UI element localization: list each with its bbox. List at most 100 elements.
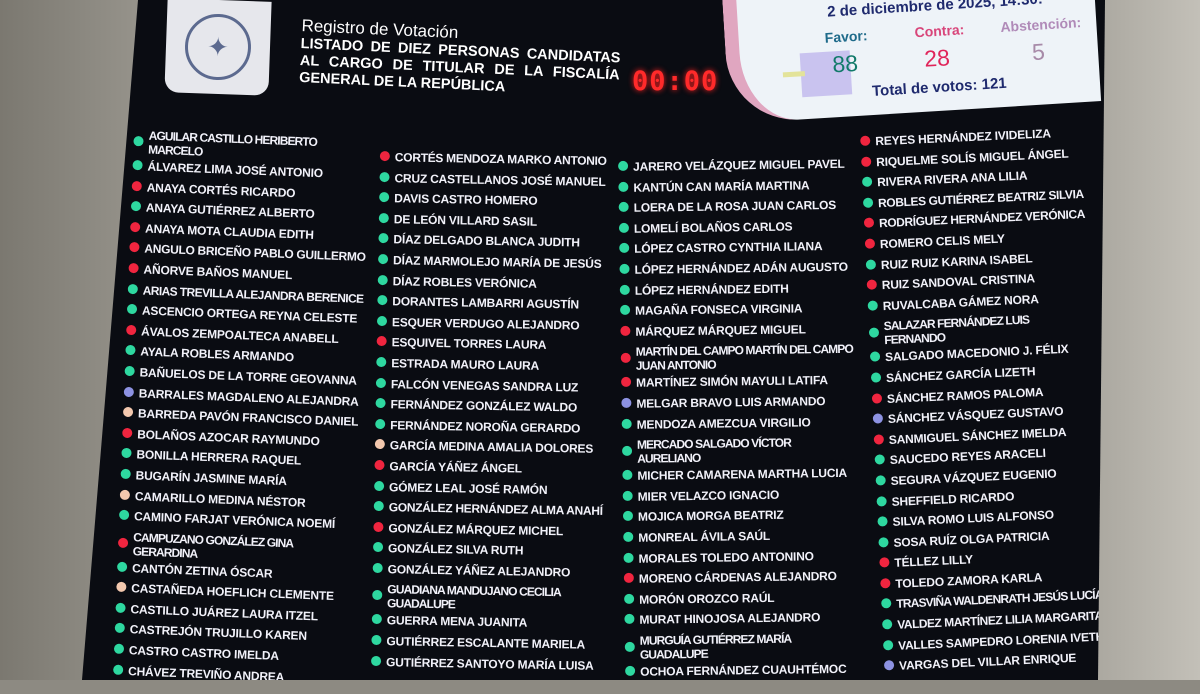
vote-favor-indicator-icon [375,398,386,409]
vote-favor-indicator-icon [116,561,128,572]
vote-favor-indicator-icon [379,171,390,182]
contra-label: Contra: [914,21,965,41]
senator-name: MIER VELAZCO IGNACIO [637,487,780,504]
senator-name: DORANTES LAMBARRI AGUSTÍN [392,294,580,312]
vote-contra-indicator-icon [880,577,891,589]
vote-favor-indicator-icon [870,372,882,383]
vote-favor-indicator-icon [622,490,633,501]
senator-name: GONZÁLEZ MÁRQUEZ MICHEL [388,520,564,538]
vote-favor-indicator-icon [114,623,125,634]
senator-name: LÓPEZ HERNÁNDEZ EDITH [634,281,789,298]
senator-name: MENDOZA AMEZCUA VIRGILIO [636,414,811,432]
vote-favor-indicator-icon [619,284,630,295]
vote-favor-indicator-icon [124,365,135,377]
vote-favor-indicator-icon [618,202,629,213]
vote-favor-indicator-icon [624,641,635,652]
vote-favor-indicator-icon [623,552,634,563]
vote-favor-indicator-icon [868,327,880,339]
vote-abstencion-indicator-icon [123,386,135,397]
vote-favor-indicator-icon [862,197,874,208]
senator-name: ESTRADA MAURO LAURA [391,356,540,373]
senate-seal-logo: ✦ [164,0,272,96]
vote-favor-indicator-icon [378,212,389,223]
vote-favor-indicator-icon [621,418,632,429]
vote-favor-indicator-icon [620,305,631,316]
senator-vote-row: MARTÍN DEL CAMPO MARTÍN DEL CAMPO JUAN A… [620,342,881,377]
vote-contra-indicator-icon [860,156,872,167]
senator-name: MERCADO SALGADO VÍCTOR AURELIANO [636,435,792,466]
senator-name: ESQUIVEL TORRES LAURA [391,335,547,353]
vote-favor-indicator-icon [618,160,629,171]
voting-display: ✦ Registro de Votación LISTADO DE DIEZ P… [82,0,1105,680]
vote-favor-indicator-icon [618,222,630,233]
vote-favor-indicator-icon [619,243,630,254]
vote-contra-indicator-icon [623,572,634,584]
senator-name: MICHER CAMARENA MARTHA LUCIA [637,465,847,483]
vote-favor-indicator-icon [875,475,886,486]
senator-name: ESQUER VERDUGO ALEJANDRO [391,314,580,333]
eagle-emblem-icon: ✦ [183,12,253,82]
vote-favor-indicator-icon [867,300,878,311]
senator-name: DÍAZ MARMOLEJO MARÍA DE JESÚS [392,253,602,271]
vote-favor-indicator-icon [376,356,387,368]
vote-favor-indicator-icon [371,655,382,666]
contra-count: 28 [923,44,951,72]
vote-favor-indicator-icon [876,495,887,507]
total-votes: Total de votos: 121 [871,74,1008,100]
vote-contra-indicator-icon [620,325,631,336]
senator-name: GUTIÉRREZ SANTOYO MARÍA LUISA [385,654,594,673]
vote-favor-indicator-icon [878,536,889,548]
vote-contra-indicator-icon [117,537,129,548]
vote-favor-indicator-icon [375,418,386,429]
vote-favor-indicator-icon [113,664,124,675]
senator-column-2: CORTÉS MENDOZA MARKO ANTONIO CRUZ CASTELL… [371,150,640,680]
senator-vote-row: OCHOA FERNÁNDEZ CUAUHTÉMOC [625,661,885,680]
senator-name: DÍAZ DELGADO BLANCA JUDITH [393,232,580,250]
vote-favor-indicator-icon [881,598,892,609]
vote-favor-indicator-icon [378,253,389,265]
vote-favor-indicator-icon [865,258,877,270]
vote-favor-indicator-icon [373,501,384,512]
abstencion-label: Abstención: [999,14,1082,36]
vote-other-indicator-icon [119,489,131,500]
vote-other-indicator-icon [122,406,134,418]
vote-favor-indicator-icon [118,509,130,521]
senator-name: MURAT HINOJOSA ALEJANDRO [639,610,821,628]
vote-favor-indicator-icon [375,377,387,388]
abstencion-count: 5 [1031,38,1046,66]
vote-favor-indicator-icon [126,304,138,315]
vote-favor-indicator-icon [113,643,125,655]
vote-favor-indicator-icon [869,351,881,363]
senator-name: LOMELÍ BOLAÑOS CARLOS [633,219,793,236]
vote-favor-indicator-icon [372,562,383,573]
vote-favor-indicator-icon [374,480,385,491]
vote-favor-indicator-icon [624,593,635,604]
countdown-timer: 00:00 [632,66,719,97]
vote-favor-indicator-icon [622,511,634,522]
senator-vote-row: MURGUÍA GUTIÉRREZ MARÍA GUADALUPE [624,630,885,665]
vote-favor-indicator-icon [378,233,389,244]
vote-favor-indicator-icon [882,639,894,651]
vote-contra-indicator-icon [130,221,141,233]
senator-vote-row: MERCADO SALGADO VÍCTOR AURELIANO [621,434,882,469]
vote-contra-indicator-icon [129,242,140,253]
vote-favor-indicator-icon [618,181,629,192]
vote-favor-indicator-icon [877,516,888,527]
vote-other-indicator-icon [374,439,385,450]
vote-abstencion-indicator-icon [883,660,895,671]
favor-count: 88 [831,49,859,78]
senator-name: MURGUÍA GUTIÉRREZ MARÍA GUADALUPE [639,631,791,662]
senator-name: LÓPEZ HERNÁNDEZ ADÁN AUGUSTO [634,259,848,277]
vote-other-indicator-icon [116,581,127,593]
senator-name: CRUZ CASTELLANOS JOSÉ MANUEL [394,170,606,189]
vote-abstencion-indicator-icon [621,397,632,408]
senator-name: GARCÍA MEDINA AMALIA DOLORES [389,438,594,457]
vote-favor-indicator-icon [874,454,885,465]
vote-favor-indicator-icon [132,159,143,171]
vote-favor-indicator-icon [130,201,142,212]
senator-name: DÍAZ ROBLES VERÓNICA [392,273,537,291]
senator-name: GUTIÉRREZ ESCALANTE MARIELA [386,634,586,652]
vote-summary-panel: 2 de diciembre de 2025, 14:30: Favor: 88… [722,0,1102,124]
vote-favor-indicator-icon [372,542,384,553]
vote-favor-indicator-icon [125,345,136,356]
